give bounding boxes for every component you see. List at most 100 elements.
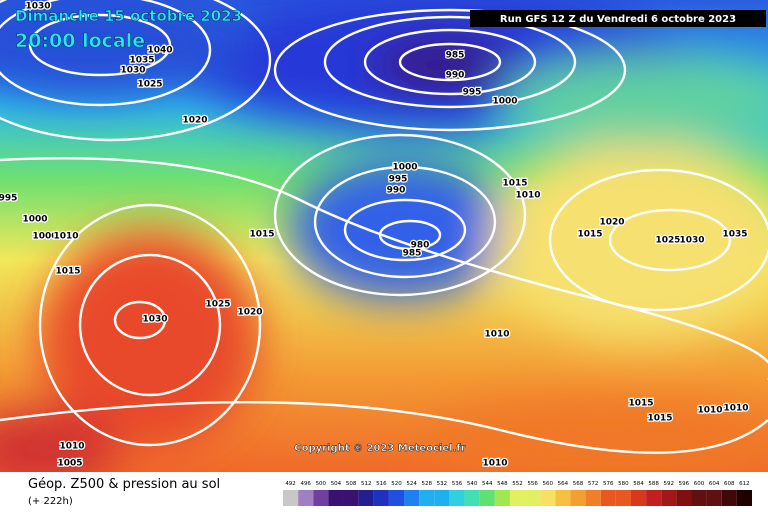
isobar-label: 985 <box>446 51 465 61</box>
legend-swatch <box>615 490 631 506</box>
legend-swatch <box>479 490 495 506</box>
isobar-label: 995 <box>463 88 482 98</box>
map-time: 20:00 locale <box>15 30 145 52</box>
legend-label: 604 <box>709 481 720 487</box>
legend-label: 500 <box>316 481 327 487</box>
legend-swatch <box>373 490 389 506</box>
legend-label: 592 <box>664 481 675 487</box>
legend-label: 596 <box>679 481 690 487</box>
legend-label: 556 <box>527 481 538 487</box>
legend-swatch <box>298 490 314 506</box>
legend-label: 600 <box>694 481 705 487</box>
isobar-label: 1000 <box>392 163 417 173</box>
legend-swatch <box>555 490 571 506</box>
legend-label: 560 <box>543 481 554 487</box>
legend-swatch <box>449 490 465 506</box>
legend-label: 568 <box>573 481 584 487</box>
isobar-label: 1010 <box>723 404 748 414</box>
legend-label: 564 <box>558 481 569 487</box>
legend-swatch <box>691 490 707 506</box>
legend-swatch <box>676 490 692 506</box>
legend-swatch <box>313 490 329 506</box>
isobar-label: 995 <box>0 194 17 204</box>
isobar-label: 1000 <box>492 97 517 107</box>
legend-label: 524 <box>406 481 417 487</box>
legend-swatch <box>525 490 541 506</box>
legend-label: 580 <box>618 481 629 487</box>
legend-swatch <box>570 490 586 506</box>
legend-swatch <box>343 490 359 506</box>
isobar-label: 1010 <box>59 442 84 452</box>
isobar-label: 980 <box>411 241 430 251</box>
isobar-labels: 1030104010351030102510209859909951000100… <box>0 0 750 470</box>
copyright: Copyright © 2023 Meteociel.fr <box>294 443 465 454</box>
legend-swatch <box>661 490 677 506</box>
legend-label: 576 <box>603 481 614 487</box>
legend-swatch <box>464 490 480 506</box>
legend-swatch <box>328 490 344 506</box>
legend-swatch <box>509 490 526 506</box>
legend-swatch <box>706 490 722 506</box>
run-info: Run GFS 12 Z du Vendredi 6 octobre 2023 <box>500 14 736 25</box>
legend-swatch <box>630 490 647 506</box>
legend-swatch <box>419 490 435 506</box>
isobar-label: 1010 <box>482 459 507 469</box>
legend-label: 528 <box>421 481 432 487</box>
isobar-label: 1025 <box>137 80 162 90</box>
run-box <box>470 10 766 27</box>
isobar-label: 1000 <box>22 215 47 225</box>
legend-swatch <box>585 490 601 506</box>
isobar-label: 1020 <box>237 308 262 318</box>
isobar-label: 1015 <box>502 179 527 189</box>
isobar-label: 1000 <box>32 232 57 242</box>
isobar-label: 1030 <box>25 2 50 12</box>
legend-swatch <box>600 490 616 506</box>
legend-swatch <box>736 490 752 506</box>
legend-label: 504 <box>331 481 342 487</box>
isobar-label: 1015 <box>628 399 653 409</box>
legend-label: 516 <box>376 481 387 487</box>
isobar-label: 1010 <box>697 406 722 416</box>
legend-label: 612 <box>739 481 750 487</box>
legend-label: 544 <box>482 481 493 487</box>
isobar-label: 1035 <box>129 56 154 66</box>
footer-title: Géop. Z500 & pression au sol <box>28 477 220 492</box>
legend-swatch <box>388 490 405 506</box>
isobar-label: 1005 <box>57 459 82 469</box>
legend-label: 496 <box>300 481 311 487</box>
legend-swatch <box>646 490 662 506</box>
isobars <box>0 0 768 453</box>
color-legend: 492 496 500 504 508 512 516 520 524 528 532 536 540 5… <box>283 481 752 506</box>
legend-label: 608 <box>724 481 735 487</box>
legend-swatch <box>404 490 420 506</box>
isobar-label: 1040 <box>147 46 172 56</box>
map-date: Dimanche 15 octobre 2023 <box>15 7 242 25</box>
isobar-label: 1015 <box>55 267 80 277</box>
isobar-label: 1035 <box>722 230 747 240</box>
isobar-label: 1015 <box>577 230 602 240</box>
legend-label: 512 <box>361 481 372 487</box>
isobar-label: 1010 <box>484 330 509 340</box>
legend-label: 552 <box>512 481 523 487</box>
isobar-label: 1020 <box>182 116 207 126</box>
legend-label: 588 <box>648 481 659 487</box>
legend-label: 540 <box>467 481 478 487</box>
legend-label: 536 <box>452 481 463 487</box>
lead-time: (+ 222h) <box>28 496 73 507</box>
isobar-label: 1025 <box>205 300 230 310</box>
legend-swatch <box>358 490 374 506</box>
isobar-label: 990 <box>387 186 406 196</box>
map: Dimanche 15 octobre 2023 20:00 locale Ru… <box>0 0 768 472</box>
legend-label: 508 <box>346 481 357 487</box>
legend-label: 572 <box>588 481 599 487</box>
isobar-label: 990 <box>446 71 465 81</box>
isobar-label: 1010 <box>515 191 540 201</box>
isobar-label: 985 <box>403 249 422 259</box>
legend-swatch <box>721 490 737 506</box>
legend-label: 520 <box>391 481 402 487</box>
isobar-label: 1025 <box>655 236 680 246</box>
legend-swatch <box>283 490 299 506</box>
legend-swatch <box>494 490 510 506</box>
isobar-label: 1030 <box>142 315 167 325</box>
legend-swatch <box>434 490 450 506</box>
